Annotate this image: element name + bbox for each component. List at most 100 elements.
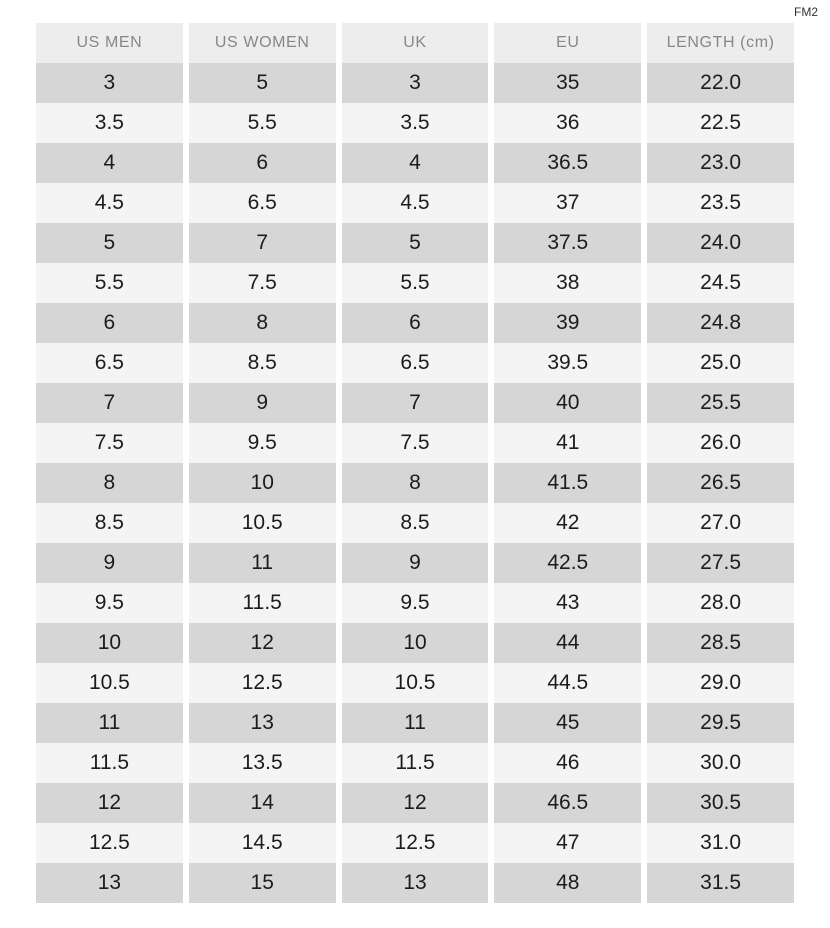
table-cell: 29.5	[647, 703, 794, 743]
table-cell: 6	[341, 303, 489, 343]
table-cell: 12.5	[36, 823, 183, 863]
table-row: 7 9 7 40 25.5	[36, 383, 794, 423]
table-cell: 31.0	[647, 823, 794, 863]
table-cell: 24.5	[647, 263, 794, 303]
table-header: US MEN US WOMEN UK EU LENGTH (cm)	[36, 23, 794, 63]
column-header-us-women: US WOMEN	[188, 23, 336, 63]
table-cell: 46.5	[494, 783, 642, 823]
table-cell: 4.5	[36, 183, 183, 223]
table-cell: 10	[341, 623, 489, 663]
table-row: 3.5 5.5 3.5 36 22.5	[36, 103, 794, 143]
table-cell: 6	[188, 143, 336, 183]
table-row: 7.5 9.5 7.5 41 26.0	[36, 423, 794, 463]
table-cell: 36	[494, 103, 642, 143]
table-cell: 8.5	[36, 503, 183, 543]
table-cell: 9.5	[188, 423, 336, 463]
table-cell: 30.0	[647, 743, 794, 783]
column-header-uk: UK	[341, 23, 489, 63]
table-cell: 46	[494, 743, 642, 783]
table-row: 13 15 13 48 31.5	[36, 863, 794, 903]
table-cell: 7.5	[188, 263, 336, 303]
table-cell: 25.0	[647, 343, 794, 383]
table-cell: 10	[36, 623, 183, 663]
table-cell: 12	[341, 783, 489, 823]
table-cell: 4.5	[341, 183, 489, 223]
table-cell: 11.5	[341, 743, 489, 783]
table-cell: 4	[36, 143, 183, 183]
table-cell: 8.5	[188, 343, 336, 383]
table-cell: 28.0	[647, 583, 794, 623]
table-cell: 14.5	[188, 823, 336, 863]
table-cell: 5.5	[188, 103, 336, 143]
column-header-length: LENGTH (cm)	[647, 23, 794, 63]
table-cell: 7.5	[36, 423, 183, 463]
table-row: 11 13 11 45 29.5	[36, 703, 794, 743]
table-cell: 45	[494, 703, 642, 743]
table-header-row: US MEN US WOMEN UK EU LENGTH (cm)	[36, 23, 794, 63]
table-cell: 12.5	[188, 663, 336, 703]
table-cell: 9.5	[341, 583, 489, 623]
table-cell: 24.0	[647, 223, 794, 263]
table-cell: 27.5	[647, 543, 794, 583]
table-cell: 36.5	[494, 143, 642, 183]
table-cell: 37	[494, 183, 642, 223]
table-cell: 42.5	[494, 543, 642, 583]
table-cell: 37.5	[494, 223, 642, 263]
product-code-label: FM2	[794, 5, 818, 19]
table-cell: 10.5	[36, 663, 183, 703]
table-cell: 23.0	[647, 143, 794, 183]
table-cell: 9	[188, 383, 336, 423]
table-cell: 48	[494, 863, 642, 903]
table-cell: 11.5	[188, 583, 336, 623]
table-row: 8 10 8 41.5 26.5	[36, 463, 794, 503]
table-row: 5.5 7.5 5.5 38 24.5	[36, 263, 794, 303]
table-cell: 39	[494, 303, 642, 343]
table-row: 8.5 10.5 8.5 42 27.0	[36, 503, 794, 543]
table-cell: 3.5	[341, 103, 489, 143]
table-cell: 28.5	[647, 623, 794, 663]
table-row: 6.5 8.5 6.5 39.5 25.0	[36, 343, 794, 383]
table-cell: 15	[188, 863, 336, 903]
table-cell: 38	[494, 263, 642, 303]
table-cell: 26.5	[647, 463, 794, 503]
table-cell: 43	[494, 583, 642, 623]
column-header-eu: EU	[494, 23, 642, 63]
table-cell: 6.5	[188, 183, 336, 223]
table-row: 5 7 5 37.5 24.0	[36, 223, 794, 263]
table-cell: 13	[341, 863, 489, 903]
table-row: 12.5 14.5 12.5 47 31.0	[36, 823, 794, 863]
table-cell: 22.5	[647, 103, 794, 143]
table-cell: 24.8	[647, 303, 794, 343]
table-cell: 30.5	[647, 783, 794, 823]
table-cell: 7	[341, 383, 489, 423]
table-cell: 8	[36, 463, 183, 503]
table-cell: 3	[341, 63, 489, 103]
table-row: 9 11 9 42.5 27.5	[36, 543, 794, 583]
table-cell: 35	[494, 63, 642, 103]
table-row: 6 8 6 39 24.8	[36, 303, 794, 343]
table-cell: 5.5	[36, 263, 183, 303]
table-cell: 10.5	[188, 503, 336, 543]
table-cell: 29.0	[647, 663, 794, 703]
table-row: 9.5 11.5 9.5 43 28.0	[36, 583, 794, 623]
table-cell: 12.5	[341, 823, 489, 863]
table-cell: 7	[188, 223, 336, 263]
table-cell: 8.5	[341, 503, 489, 543]
table-row: 12 14 12 46.5 30.5	[36, 783, 794, 823]
table-cell: 44	[494, 623, 642, 663]
table-row: 11.5 13.5 11.5 46 30.0	[36, 743, 794, 783]
column-header-us-men: US MEN	[36, 23, 183, 63]
table-cell: 31.5	[647, 863, 794, 903]
table-cell: 8	[188, 303, 336, 343]
table-cell: 13.5	[188, 743, 336, 783]
table-body: 3 5 3 35 22.0 3.5 5.5 3.5 36 22.5 4 6 4 36.5 23.0 4.5 6.…	[36, 63, 794, 903]
table-cell: 10	[188, 463, 336, 503]
table-cell: 5	[36, 223, 183, 263]
shoe-size-conversion-table: US MEN US WOMEN UK EU LENGTH (cm) 3 5 3 35 2…	[30, 23, 800, 903]
table-cell: 41	[494, 423, 642, 463]
table-cell: 39.5	[494, 343, 642, 383]
table-cell: 47	[494, 823, 642, 863]
table-cell: 11.5	[36, 743, 183, 783]
table-cell: 13	[36, 863, 183, 903]
table-cell: 12	[188, 623, 336, 663]
